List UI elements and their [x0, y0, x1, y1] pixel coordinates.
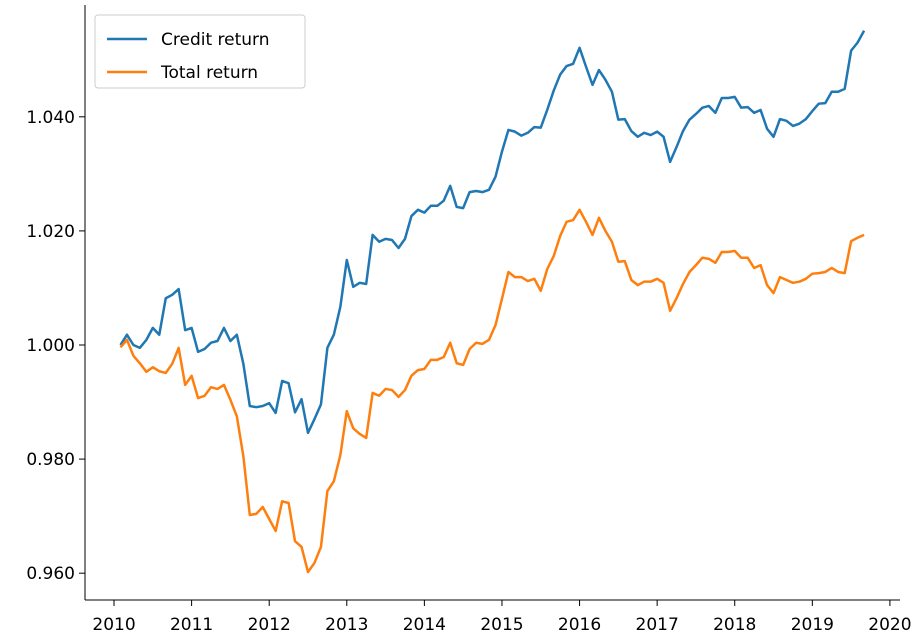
legend-box [94, 14, 306, 89]
y-tick-label: 1.000 [26, 336, 75, 356]
y-tick-label: 1.040 [26, 108, 75, 128]
legend-label: Total return [160, 63, 258, 83]
y-tick-label: 0.980 [26, 450, 75, 470]
x-tick-label: 2012 [248, 615, 291, 635]
x-tick-label: 2010 [92, 615, 135, 635]
x-tick-label: 2014 [403, 615, 446, 635]
x-tick-label: 2020 [868, 615, 911, 635]
line-series [119, 30, 866, 435]
x-tick-label: 2018 [713, 615, 756, 635]
y-tick-label: 0.960 [26, 564, 75, 584]
x-tick-label: 2015 [480, 615, 523, 635]
x-tick-label: 2011 [170, 615, 213, 635]
x-tick-label: 2013 [325, 615, 368, 635]
y-tick-label: 1.020 [26, 222, 75, 242]
legend-label: Credit return [161, 30, 270, 50]
x-tick-label: 2019 [791, 615, 834, 635]
x-tick-label: 2016 [558, 615, 601, 635]
line-series [119, 208, 865, 574]
x-tick-label: 2017 [636, 615, 679, 635]
